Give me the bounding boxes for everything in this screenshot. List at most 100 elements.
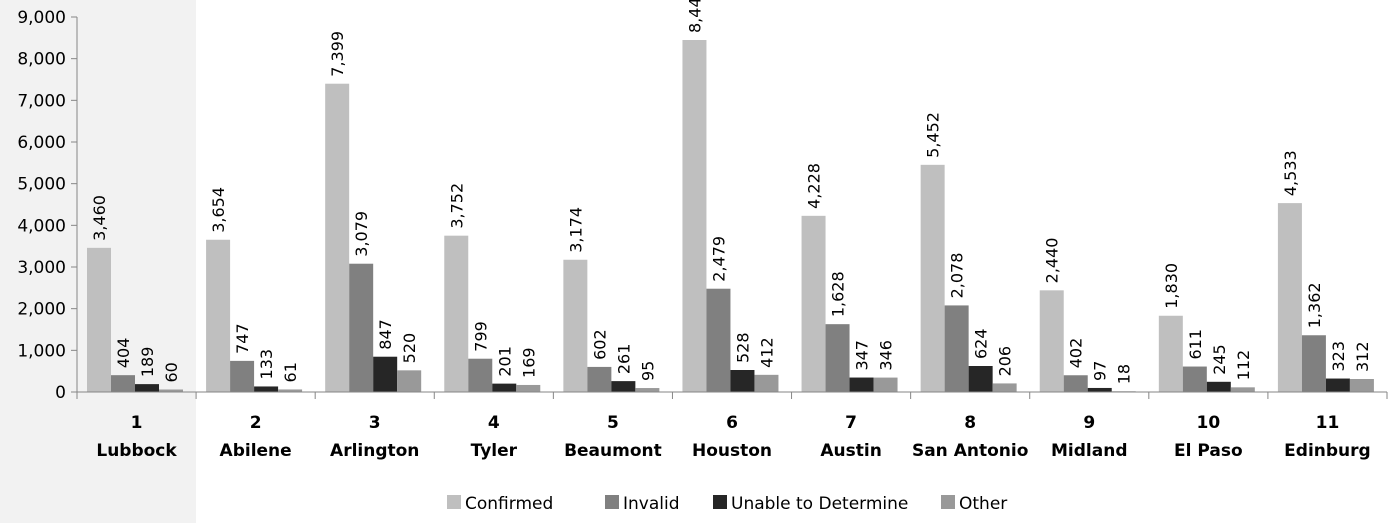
data-label: 3,174: [566, 207, 585, 253]
x-tick-number: 4: [488, 413, 500, 433]
bar-invalid: [825, 324, 850, 392]
bar-unable-to-determine: [730, 370, 755, 392]
data-label: 2,479: [709, 236, 728, 282]
y-tick-label: 4,000: [17, 216, 66, 236]
y-tick-label: 3,000: [17, 258, 66, 278]
data-label: 1,830: [1162, 263, 1181, 309]
legend: Confirmed Invalid Unable to Determine Other: [447, 494, 1007, 514]
legend-swatch: [713, 495, 727, 509]
bar-invalid: [230, 360, 255, 392]
x-tick-label: Houston: [692, 441, 772, 461]
x-tick-number: 6: [726, 413, 738, 433]
data-label: 18: [1115, 364, 1134, 384]
legend-swatch: [941, 495, 955, 509]
data-label: 245: [1210, 344, 1229, 375]
data-label: 847: [376, 319, 395, 350]
x-tick-label: Abilene: [220, 441, 292, 461]
bar-other: [754, 374, 779, 392]
bar-confirmed: [1277, 203, 1302, 392]
legend-label: Confirmed: [465, 494, 553, 514]
data-label: 8,44: [685, 0, 704, 33]
data-label: 799: [471, 321, 490, 352]
x-tick-label: Tyler: [471, 441, 518, 461]
bar-other: [873, 377, 898, 392]
x-tick-label: Arlington: [330, 441, 419, 461]
bar-unable-to-determine: [968, 366, 993, 392]
y-tick-label: 5,000: [17, 175, 66, 195]
bar-invalid: [1063, 375, 1088, 392]
data-label: 201: [495, 346, 514, 377]
y-tick-label: 1,000: [17, 341, 66, 361]
bar-unable-to-determine: [254, 386, 279, 392]
data-label: 402: [1067, 338, 1086, 369]
y-tick-label: 7,000: [17, 91, 66, 111]
legend-label: Invalid: [623, 494, 680, 514]
data-label: 206: [996, 346, 1015, 377]
bar-other: [516, 384, 541, 392]
data-label: 5,452: [924, 112, 943, 158]
x-tick-number: 1: [131, 413, 143, 433]
x-tick-label: Beaumont: [564, 441, 662, 461]
bar-confirmed: [1158, 315, 1183, 392]
bar-unable-to-determine: [1325, 378, 1350, 392]
legend-swatch: [605, 495, 619, 509]
y-axis: 0 1,000 2,000 3,000 4,000 5,000 6,000 7,000 8,00…: [17, 8, 78, 403]
x-tick-label: Austin: [820, 441, 881, 461]
bar-unable-to-determine: [373, 356, 398, 392]
bar-unable-to-determine: [492, 383, 517, 392]
data-label: 3,752: [447, 183, 466, 229]
bar-confirmed: [1039, 290, 1064, 392]
data-label: 3,460: [90, 195, 109, 241]
bar-unable-to-determine: [849, 377, 874, 392]
data-label: 2,440: [1043, 238, 1062, 284]
data-label: 4,533: [1281, 150, 1300, 196]
x-tick-number: 5: [607, 413, 619, 433]
bar-unable-to-determine: [611, 381, 636, 392]
data-label: 312: [1353, 341, 1372, 372]
y-tick-label: 9,000: [17, 8, 66, 28]
data-label: 60: [162, 362, 181, 382]
x-axis: 1 Lubbock 2 Abilene 3 Arlington 4 Tyler 5 Beaumon…: [76, 391, 1388, 461]
data-label: 3,079: [352, 211, 371, 257]
data-label: 261: [614, 344, 633, 375]
bar-invalid: [587, 366, 612, 392]
bar-other: [1230, 387, 1255, 392]
x-tick-label: Lubbock: [96, 441, 177, 461]
bar-invalid: [468, 358, 493, 392]
data-label: 602: [590, 329, 609, 360]
bar-other: [635, 388, 660, 392]
x-tick-label: San Antonio: [912, 441, 1028, 461]
data-label: 4,228: [805, 163, 824, 209]
bar-unable-to-determine: [135, 384, 159, 392]
x-tick-label: Edinburg: [1284, 441, 1371, 461]
bar-other: [278, 389, 303, 392]
bar-other: [992, 383, 1017, 392]
bar-invalid: [349, 263, 374, 392]
x-tick-label: El Paso: [1174, 441, 1243, 461]
bar-invalid: [1301, 335, 1326, 392]
y-tick-label: 8,000: [17, 50, 66, 70]
bar-unable-to-determine: [1087, 387, 1112, 392]
bar-invalid: [111, 375, 135, 392]
y-tick-label: 0: [55, 383, 66, 403]
bar-confirmed: [682, 40, 707, 392]
bar-confirmed: [563, 259, 588, 392]
bars: [87, 40, 1374, 392]
data-labels: 3,460 3,654 7,399 3,752 3,174 8,44 4,228 5,452 2…: [90, 0, 1372, 384]
data-label: 1,628: [829, 271, 848, 317]
x-tick-number: 3: [369, 413, 381, 433]
legend-label: Other: [959, 494, 1007, 514]
bar-other: [159, 389, 183, 392]
data-label: 97: [1091, 361, 1110, 381]
x-tick-number: 10: [1197, 413, 1221, 433]
bar-other: [1349, 379, 1374, 392]
bar-invalid: [944, 305, 969, 392]
data-label: 112: [1234, 350, 1253, 381]
bar-confirmed: [444, 235, 469, 392]
legend-swatch: [447, 495, 461, 509]
data-label: 7,399: [328, 31, 347, 77]
data-label: 1,362: [1305, 282, 1324, 328]
bar-confirmed: [206, 239, 231, 392]
legend-label: Unable to Determine: [731, 494, 908, 514]
